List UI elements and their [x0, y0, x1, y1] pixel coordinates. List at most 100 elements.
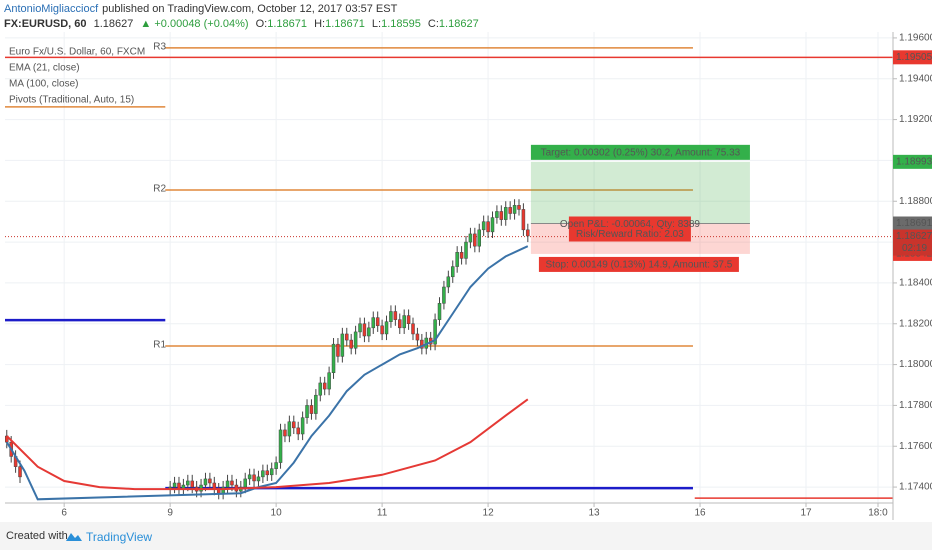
- candle-body: [398, 319, 402, 329]
- candle-body: [261, 470, 265, 478]
- candle-body: [305, 405, 309, 418]
- candle-body: [300, 417, 305, 435]
- candle-body: [477, 229, 481, 247]
- plot-area: R3 R2 R1 Target: 0.00302 (0.25%) 30.2, Amou…: [5, 42, 893, 501]
- brand[interactable]: TradingView: [86, 530, 153, 544]
- ohlc-key: H:: [314, 18, 326, 30]
- candle-body: [265, 470, 270, 476]
- candle-body: [18, 466, 22, 478]
- legend-entry: MA (100, close): [9, 79, 78, 90]
- axes: 1.196001.194001.192001.190001.188001.186…: [61, 33, 932, 519]
- candle-body: [314, 394, 318, 414]
- candle-body: [521, 209, 526, 231]
- publish-line: AntonioMigliacciocf published on TradingV…: [4, 3, 397, 15]
- candle-body: [367, 327, 371, 337]
- candle-body: [221, 486, 225, 494]
- candle-body: [459, 252, 464, 259]
- candle-body: [296, 427, 300, 435]
- publish-info: published on TradingView.com, October 12…: [102, 3, 398, 15]
- candle-body: [371, 317, 376, 329]
- change: ▲ +0.00048 (+0.04%): [140, 18, 249, 30]
- pivot-label: R2: [153, 184, 166, 195]
- candle-body: [252, 474, 256, 482]
- candle-body: [375, 317, 380, 327]
- candle-body: [278, 429, 283, 463]
- candle-body: [292, 421, 296, 429]
- candle-body: [349, 339, 353, 349]
- candle-body: [384, 321, 389, 335]
- candle-body: [269, 468, 274, 476]
- x-tick-label: 9: [167, 508, 173, 519]
- candle-body: [508, 207, 512, 214]
- candle-body: [243, 478, 247, 488]
- candle-body: [389, 311, 393, 322]
- last-price: 1.18627: [93, 18, 134, 30]
- candle-body: [358, 323, 362, 333]
- candle-body: [481, 221, 486, 231]
- x-tick-label: 6: [61, 508, 67, 519]
- candle-body: [203, 478, 208, 486]
- y-tick-label: 1.18200: [899, 318, 932, 329]
- ohlc-value: 1.18595: [381, 18, 421, 30]
- candle-body: [274, 462, 278, 469]
- candle-body: [247, 474, 252, 480]
- stop-box: [538, 256, 739, 272]
- candle-body: [393, 311, 398, 320]
- candle-body: [230, 480, 234, 486]
- y-tick-label: 1.17600: [899, 441, 932, 452]
- candle-body: [327, 372, 331, 390]
- price-marker: [893, 50, 932, 65]
- footer: Created with TradingView: [0, 522, 932, 550]
- y-tick-label: 1.18400: [899, 278, 932, 289]
- author[interactable]: AntonioMigliacciocf: [4, 3, 99, 15]
- price-marker-label: 1.19505: [896, 52, 932, 63]
- y-tick-label: 1.19400: [899, 73, 932, 84]
- ohlc-key: L:: [371, 18, 382, 30]
- pivot-label: R1: [153, 340, 166, 351]
- candle-body: [420, 339, 424, 349]
- price-marker-label: 1.18691: [896, 218, 932, 229]
- candle-body: [402, 315, 406, 329]
- candle-body: [322, 382, 327, 390]
- candle-body: [464, 241, 468, 259]
- candle-body: [283, 429, 287, 437]
- pivot-label: R3: [153, 42, 166, 53]
- rr-text: Risk/Reward Ratio: 2.03: [576, 229, 684, 240]
- candle-body: [186, 480, 190, 486]
- legend-entry: EMA (21, close): [9, 63, 80, 74]
- x-tick-label: 16: [694, 508, 706, 519]
- candle-body: [353, 331, 358, 349]
- stop-text: Stop: 0.00149 (0.13%) 14.9, Amount: 37.5: [546, 260, 733, 271]
- pnl-text: Open P&L: -0.00064, Qty: 8389: [560, 219, 701, 230]
- candle-body: [446, 276, 451, 288]
- candle-body: [526, 229, 530, 237]
- target-box: [530, 144, 750, 160]
- symbol: FX:EURUSD, 60: [4, 18, 87, 30]
- candle-body: [442, 286, 446, 304]
- y-tick-label: 1.17400: [899, 482, 932, 493]
- countdown: 02:19: [902, 243, 927, 254]
- candle-body: [340, 333, 345, 357]
- y-tick-label: 1.18000: [899, 359, 932, 370]
- x-tick-label: 12: [483, 508, 495, 519]
- ohlc-key: C:: [427, 18, 439, 30]
- ohlc-value: 1.18627: [438, 18, 479, 30]
- quote-line: FX:EURUSD, 60 1.18627 ▲ +0.00048 (+0.04%…: [4, 18, 483, 30]
- indicator-line: [6, 398, 529, 491]
- candle-body: [433, 319, 437, 345]
- candle-body: [331, 343, 336, 373]
- y-tick-label: 1.19600: [899, 33, 932, 44]
- target-text: Target: 0.00302 (0.25%) 30.2, Amount: 75…: [541, 147, 741, 158]
- grid: [5, 32, 893, 503]
- pnl-box: [568, 216, 691, 242]
- candle-body: [415, 333, 420, 341]
- candle-body: [437, 303, 442, 320]
- last-price-marker: [893, 229, 932, 256]
- candle-body: [486, 221, 490, 233]
- candle-body: [517, 205, 521, 210]
- x-tick-label: 13: [588, 508, 600, 519]
- legend-entry: Pivots (Traditional, Auto, 15): [9, 95, 134, 106]
- candle-body: [172, 482, 177, 488]
- candle-body: [468, 233, 473, 243]
- candle-body: [499, 211, 504, 220]
